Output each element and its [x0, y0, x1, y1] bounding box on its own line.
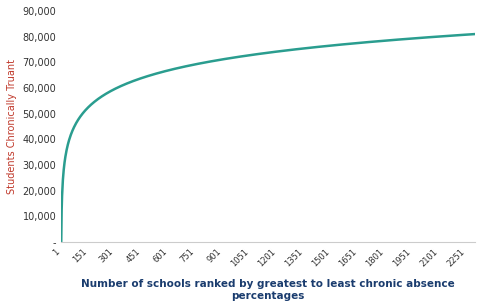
X-axis label: Number of schools ranked by greatest to least chronic absence
percentages: Number of schools ranked by greatest to … [81, 279, 455, 301]
Y-axis label: Students Chronically Truant: Students Chronically Truant [7, 59, 17, 194]
